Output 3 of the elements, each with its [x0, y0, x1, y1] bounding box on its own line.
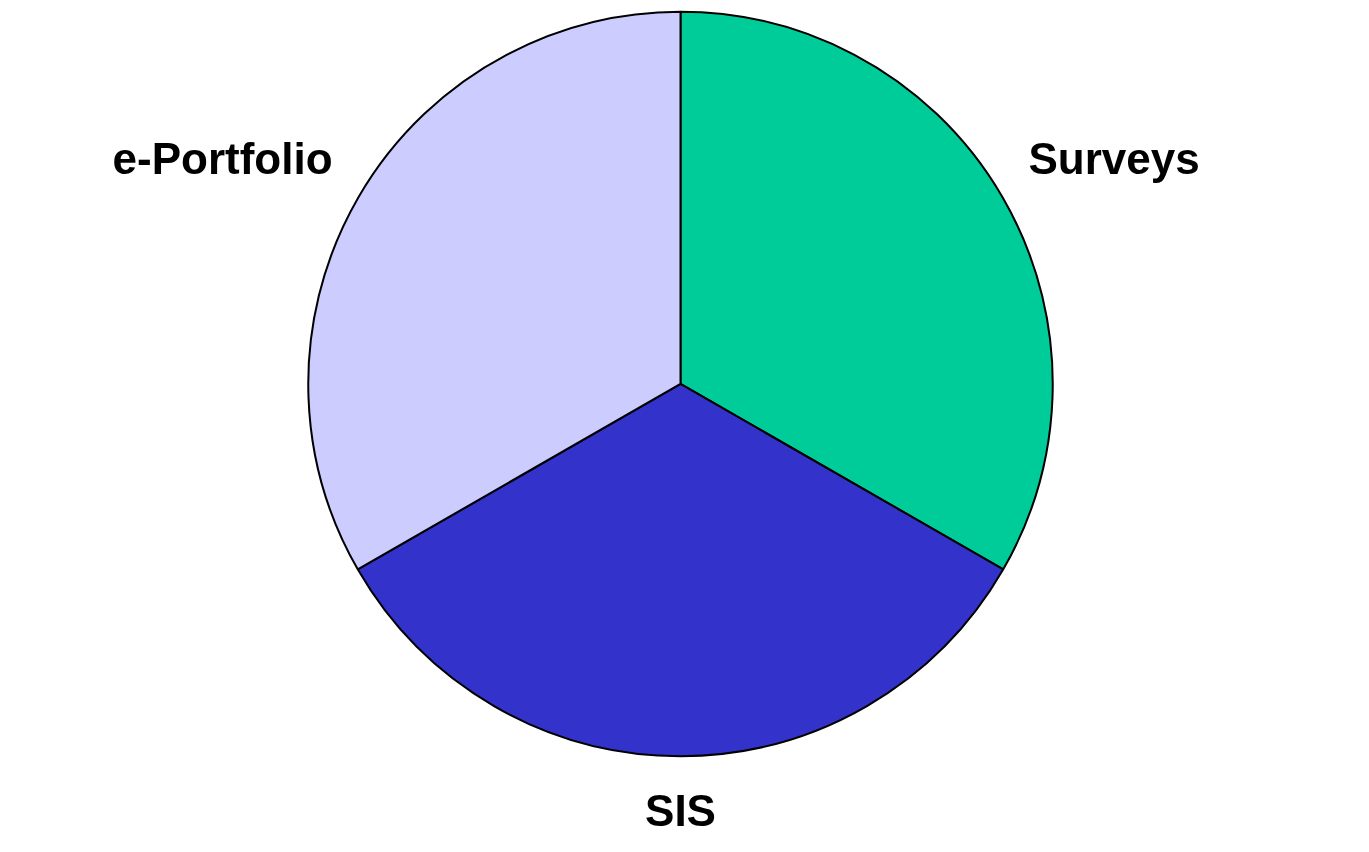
slice-label: SIS [645, 785, 716, 835]
slice-label: Surveys [1028, 133, 1200, 183]
slice-label: e-Portfolio [112, 133, 333, 183]
